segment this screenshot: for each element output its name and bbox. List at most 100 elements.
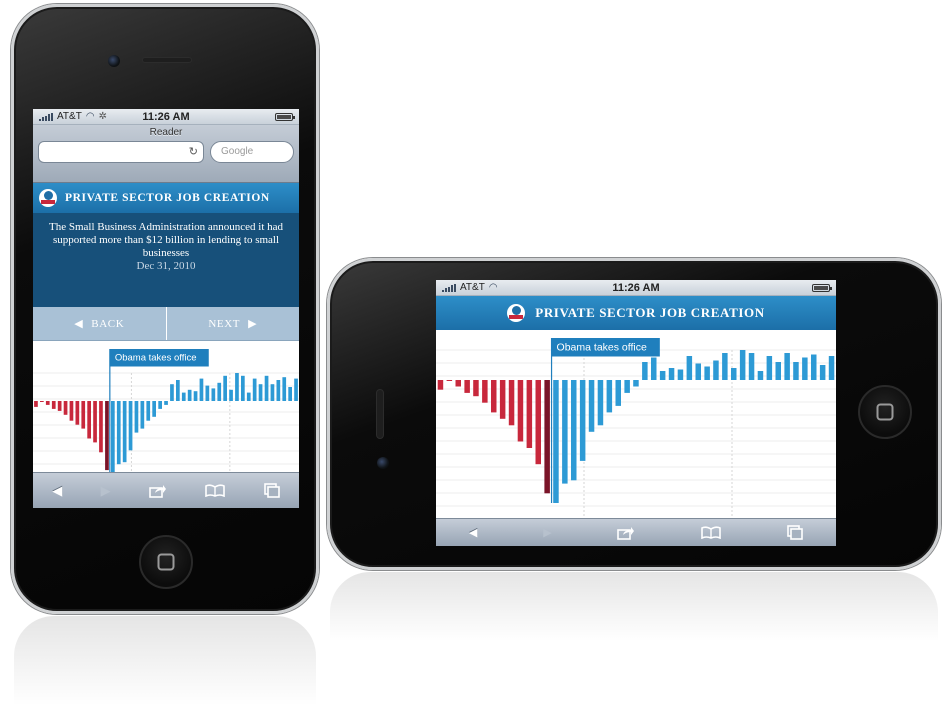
forward-icon[interactable]: ▶	[543, 527, 552, 539]
chart-bar	[437, 380, 444, 390]
search-input[interactable]: Google	[210, 141, 294, 163]
chart-bar	[686, 356, 693, 380]
chart-bar	[111, 401, 115, 476]
caption-text: The Small Business Administration announ…	[48, 221, 284, 259]
chart-bar	[294, 378, 298, 401]
chart-bar	[211, 388, 216, 401]
chart-bar	[713, 360, 719, 380]
phone-reflection-landscape	[330, 572, 938, 642]
chart-bar	[766, 356, 773, 380]
forward-icon[interactable]: ▶	[100, 482, 111, 498]
chart-bar	[811, 354, 817, 380]
chart-bar	[446, 380, 453, 381]
safari-toolbar: ◀ ▶	[436, 518, 836, 546]
chart-bar	[258, 384, 263, 401]
back-button[interactable]: ◀ BACK	[74, 317, 125, 331]
article-title: PRIVATE SECTOR JOB CREATION	[535, 305, 765, 320]
chart-bar	[562, 380, 568, 484]
chart-bar	[87, 401, 91, 439]
chart-bar	[69, 401, 74, 421]
chart-bar	[81, 401, 86, 429]
annotation-label: Obama takes office	[115, 353, 197, 364]
next-arrow-icon: ▶	[248, 318, 258, 330]
share-icon[interactable]	[149, 484, 167, 498]
chart-bar	[606, 380, 613, 413]
back-arrow-icon: ◀	[74, 318, 84, 330]
chart-bar	[784, 353, 790, 380]
bookmarks-icon[interactable]	[701, 526, 722, 539]
wifi-icon: ◠	[85, 111, 95, 122]
chart-bar	[491, 380, 497, 413]
chart-bar	[164, 401, 168, 405]
back-icon[interactable]: ◀	[468, 527, 478, 539]
chart-bar	[473, 380, 479, 397]
chart-bar	[695, 363, 701, 380]
pages-icon[interactable]	[263, 483, 280, 498]
chart-bar	[748, 353, 755, 380]
chart-bar	[128, 401, 133, 451]
chart-bar	[588, 380, 595, 432]
chart-bar	[544, 380, 550, 494]
bookmarks-icon[interactable]	[205, 484, 226, 497]
chart-bar	[34, 401, 38, 407]
chart-bar	[122, 401, 127, 463]
chart-bar	[241, 375, 245, 401]
chart-bar	[828, 356, 835, 380]
wifi-icon: ◠	[488, 282, 498, 293]
chart-bar	[75, 401, 80, 425]
chart-bar	[140, 401, 145, 429]
chart-bar	[517, 380, 524, 442]
chart-bar	[624, 380, 630, 393]
article-banner: PRIVATE SECTOR JOB CREATION	[33, 183, 299, 213]
chart-bar	[105, 401, 109, 471]
chart-bar	[235, 373, 239, 401]
chart-bar	[526, 380, 533, 448]
chart-bar	[152, 401, 156, 417]
chart-bar	[146, 401, 151, 421]
reload-icon[interactable]: ↻	[188, 146, 198, 158]
chart-bar	[181, 392, 186, 401]
signal-icon	[442, 283, 456, 292]
chart-bar	[464, 380, 470, 393]
signal-icon	[39, 112, 53, 121]
annotation-label: Obama takes office	[557, 342, 647, 354]
chart-bar	[223, 375, 227, 401]
chart-bar	[270, 384, 275, 401]
chart-bar	[193, 391, 198, 401]
back-icon[interactable]: ◀	[52, 482, 63, 498]
home-button[interactable]	[139, 535, 193, 589]
chart-bar	[116, 401, 121, 465]
status-time: 11:26 AM	[612, 281, 660, 294]
chart-bar	[187, 389, 192, 401]
annotation-box	[551, 338, 660, 357]
chart-bar	[264, 375, 269, 401]
phone-reflection-portrait	[14, 616, 316, 706]
campaign-logo-icon	[39, 189, 57, 207]
article-banner: PRIVATE SECTOR JOB CREATION	[436, 296, 836, 330]
url-field[interactable]: ↻	[38, 141, 204, 163]
annotation-box	[109, 349, 209, 367]
chart-bar	[819, 365, 826, 380]
chart-bar	[579, 380, 586, 461]
chart-bar	[482, 380, 488, 403]
chart-bar	[63, 401, 68, 415]
chart-bar	[134, 401, 139, 433]
home-button[interactable]	[858, 385, 912, 439]
chart-bar	[176, 380, 180, 401]
article-caption: The Small Business Administration announ…	[33, 213, 299, 307]
chart-bar	[757, 371, 764, 380]
battery-icon	[812, 283, 832, 292]
chart-bar	[45, 401, 50, 405]
chart-bar	[802, 357, 808, 380]
next-button[interactable]: NEXT ▶	[165, 307, 300, 340]
chart-bar	[535, 380, 541, 465]
speaker-grille	[142, 57, 192, 63]
chart-bar	[288, 387, 292, 401]
pages-icon[interactable]	[787, 525, 803, 540]
chart-bar	[499, 380, 506, 419]
chart-bar	[158, 401, 162, 409]
chart-bar	[205, 385, 210, 401]
chart-bar	[651, 357, 657, 380]
share-icon[interactable]	[617, 526, 635, 540]
jobs-chart: Obama takes office	[436, 330, 836, 519]
